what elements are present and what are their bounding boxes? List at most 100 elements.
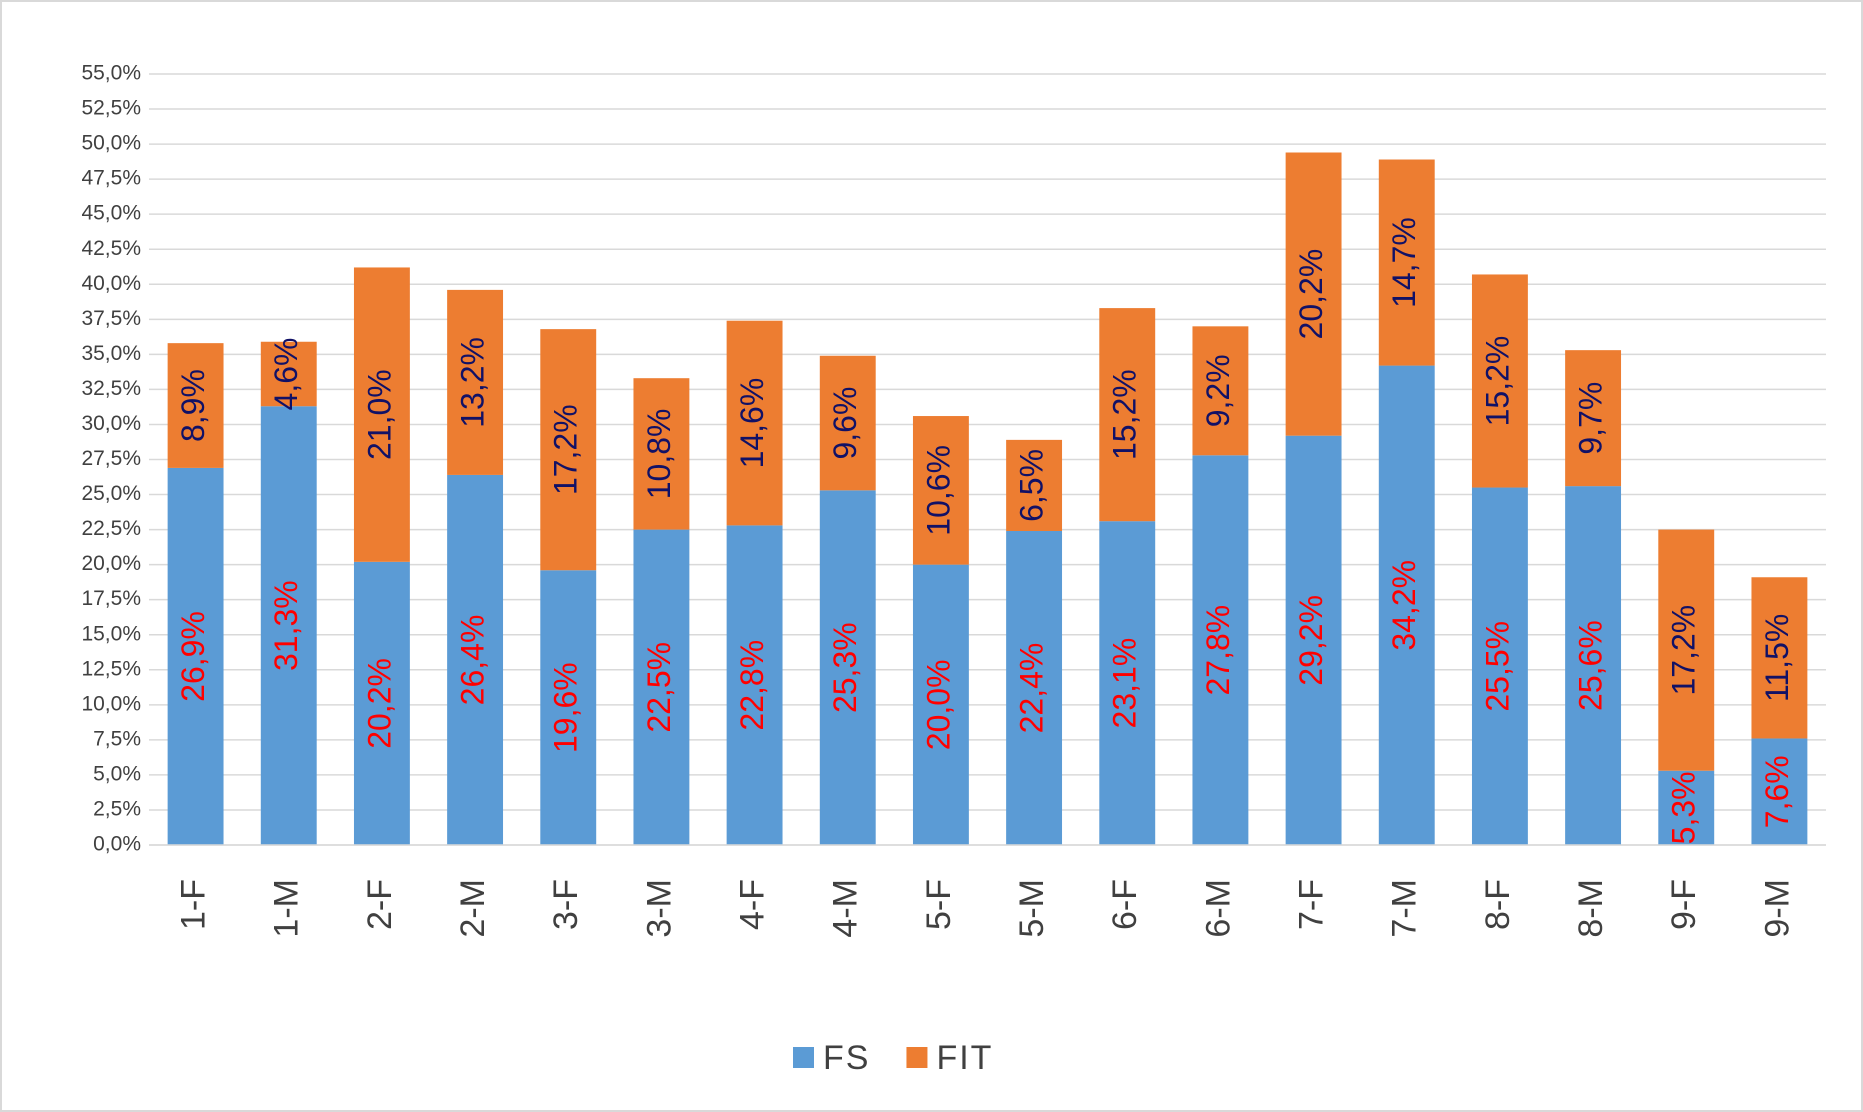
- legend-label: FS: [823, 1039, 870, 1077]
- data-label: 23,1%: [1107, 638, 1143, 729]
- data-label: 22,5%: [641, 642, 677, 733]
- y-tick-label: 20,0%: [81, 552, 141, 575]
- data-label: 10,8%: [641, 409, 677, 500]
- bar-segment: [633, 529, 690, 845]
- bar-segment: [1751, 577, 1808, 739]
- y-tick-label: 35,0%: [81, 342, 141, 365]
- y-tick-label: 42,5%: [81, 237, 141, 260]
- bar-segment: [726, 525, 783, 845]
- x-tick-label: 7-F: [1293, 879, 1331, 930]
- y-tick-label: 17,5%: [81, 587, 141, 610]
- x-tick-label: 9-M: [1758, 879, 1796, 938]
- data-label: 20,2%: [1293, 249, 1329, 340]
- bar-segment: [260, 406, 317, 845]
- y-tick-label: 25,0%: [81, 482, 141, 505]
- x-tick-label: 6-F: [1106, 879, 1144, 930]
- x-tick-label: 4-F: [734, 879, 772, 930]
- bar-segment: [1006, 530, 1063, 845]
- data-label: 17,2%: [548, 404, 584, 495]
- bar-segment: [260, 341, 317, 407]
- bar-segment: [167, 343, 224, 468]
- bar-segment: [447, 474, 504, 845]
- bar-segment: [1565, 486, 1622, 845]
- bar-segment: [447, 289, 504, 475]
- y-tick-label: 5,0%: [93, 762, 141, 785]
- x-tick-label: 4-M: [827, 879, 865, 938]
- data-label: 7,6%: [1759, 755, 1795, 828]
- data-label: 26,9%: [175, 611, 211, 702]
- x-tick-label: 1-F: [175, 879, 213, 930]
- bar-segment: [1658, 529, 1715, 771]
- x-tick-label: 7-M: [1386, 879, 1424, 938]
- data-label: 10,6%: [920, 445, 956, 536]
- bar-segment: [819, 355, 876, 491]
- bar-segment: [912, 564, 969, 845]
- bar-segment: [1471, 487, 1528, 845]
- bar-segment: [167, 467, 224, 845]
- data-label: 8,9%: [175, 369, 211, 442]
- data-label: 15,2%: [1107, 369, 1143, 460]
- data-label: 34,2%: [1386, 560, 1422, 651]
- x-tick-label: 6-M: [1199, 879, 1237, 938]
- data-label: 31,3%: [268, 580, 304, 671]
- data-label: 22,8%: [734, 640, 770, 731]
- x-tick-label: 9-F: [1665, 879, 1703, 930]
- y-tick-label: 52,5%: [81, 97, 141, 120]
- bar-segment: [1285, 435, 1342, 845]
- data-label: 14,6%: [734, 378, 770, 469]
- y-tick-label: 45,0%: [81, 202, 141, 225]
- data-label: 6,5%: [1014, 449, 1050, 522]
- legend-swatch: [793, 1047, 814, 1068]
- x-tick-label: 2-M: [454, 879, 492, 938]
- bar-segment: [353, 267, 410, 562]
- data-label: 25,3%: [827, 622, 863, 713]
- x-tick-label: 5-M: [1013, 879, 1051, 938]
- data-label: 9,2%: [1200, 354, 1236, 427]
- data-label: 22,4%: [1014, 643, 1050, 734]
- bar-segment: [540, 570, 597, 845]
- x-tick-label: 8-M: [1572, 879, 1610, 938]
- bar-segment: [1471, 274, 1528, 488]
- legend-label: FIT: [936, 1039, 993, 1077]
- legend-swatch: [906, 1047, 928, 1068]
- y-tick-label: 50,0%: [81, 132, 141, 155]
- x-tick-label: 8-F: [1479, 879, 1517, 930]
- y-tick-label: 22,5%: [81, 517, 141, 540]
- y-tick-label: 32,5%: [81, 377, 141, 400]
- y-tick-label: 40,0%: [81, 272, 141, 295]
- bar-segment: [1006, 439, 1063, 531]
- bar-segment: [353, 561, 410, 845]
- bar-segment: [1099, 521, 1156, 845]
- y-tick-label: 55,0%: [81, 62, 141, 85]
- bar-segment: [1751, 738, 1808, 845]
- y-tick-label: 12,5%: [81, 657, 141, 680]
- data-label: 21,0%: [361, 369, 397, 460]
- data-label: 17,2%: [1666, 605, 1702, 696]
- x-tick-label: 3-F: [547, 879, 585, 930]
- data-label: 26,4%: [455, 615, 491, 706]
- data-label: 4,6%: [268, 338, 304, 411]
- data-label: 20,0%: [920, 659, 956, 750]
- bar-segment: [1192, 326, 1249, 456]
- data-label: 25,5%: [1479, 621, 1515, 712]
- y-tick-label: 7,5%: [93, 727, 141, 750]
- bar-segment: [819, 490, 876, 845]
- x-tick-label: 3-M: [640, 879, 678, 938]
- data-label: 29,2%: [1293, 595, 1329, 686]
- y-tick-label: 2,5%: [93, 798, 141, 821]
- y-tick-label: 47,5%: [81, 167, 141, 190]
- data-label: 11,5%: [1759, 614, 1795, 702]
- data-label: 9,6%: [827, 387, 863, 460]
- y-tick-label: 27,5%: [81, 447, 141, 470]
- bar-segment: [1099, 308, 1156, 522]
- bar-segment: [1285, 152, 1342, 436]
- data-label: 25,6%: [1573, 620, 1609, 711]
- y-tick-label: 0,0%: [93, 833, 141, 856]
- y-tick-label: 37,5%: [81, 307, 141, 330]
- data-label: 13,2%: [455, 337, 491, 428]
- bar-segment: [633, 378, 690, 530]
- data-label: 5,3%: [1666, 771, 1702, 844]
- y-tick-label: 10,0%: [81, 692, 141, 715]
- bar-segment: [726, 320, 783, 526]
